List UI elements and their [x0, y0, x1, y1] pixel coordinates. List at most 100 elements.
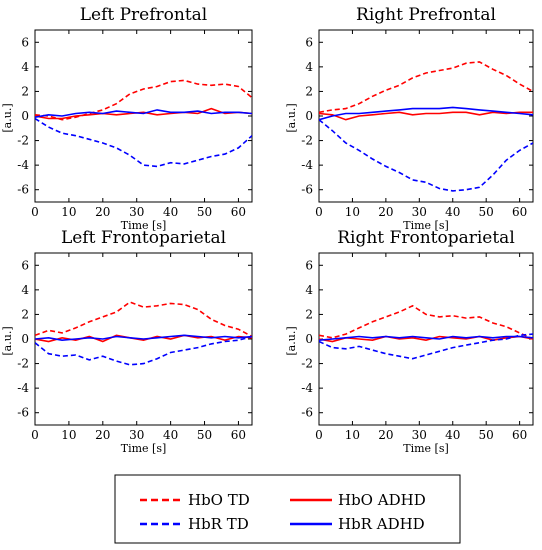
y-tick-label: 0 [305, 109, 313, 123]
x-tick-label: 60 [231, 205, 246, 219]
y-tick-label: 0 [21, 109, 29, 123]
y-axis-label: [a.u.] [285, 326, 298, 355]
y-tick-label: -4 [17, 381, 29, 395]
x-tick-label: 0 [315, 205, 323, 219]
x-tick-label: 40 [445, 205, 460, 219]
y-tick-label: -2 [301, 357, 313, 371]
x-axis-label: Time [s] [403, 442, 449, 455]
legend-entry-hbr-td: HbR TD [140, 515, 249, 533]
y-tick-label: -4 [301, 158, 313, 172]
series-line-hbr-adhd [319, 335, 533, 341]
x-tick-label: 30 [129, 205, 144, 219]
x-tick-label: 20 [378, 205, 393, 219]
y-tick-label: -4 [17, 158, 29, 172]
y-tick-label: -2 [17, 357, 29, 371]
x-tick-label: 40 [445, 428, 460, 442]
panel-left-frontoparietal: Left Frontoparietal 0 10 20 30 40 50 60 -6 -4 -2 0 2… [1, 228, 253, 455]
x-tick-label: 30 [412, 205, 427, 219]
plot-frame [34, 29, 253, 203]
y-tick-label: 4 [305, 60, 313, 74]
y-tick-label: 6 [21, 35, 29, 49]
series-line-hbo-td [319, 61, 533, 114]
y-tick-label: 6 [305, 258, 313, 272]
x-tick-label: 10 [345, 205, 360, 219]
legend-label: HbR ADHD [338, 515, 425, 533]
x-tick-label: 40 [163, 428, 178, 442]
series-line-hbr-td [35, 335, 252, 366]
series-line-hbo-adhd [319, 335, 533, 343]
legend-entry-hbo-adhd: HbO ADHD [290, 491, 426, 509]
y-tick-label: 4 [21, 60, 29, 74]
series-line-hbo-td [35, 79, 252, 121]
x-tick-label: 0 [31, 428, 39, 442]
x-tick-label: 20 [95, 205, 110, 219]
x-axis-label: Time [s] [121, 219, 167, 232]
y-tick-label: -2 [301, 134, 313, 148]
legend-label: HbO ADHD [338, 491, 426, 509]
y-tick-label: -6 [301, 183, 313, 197]
x-tick-label: 50 [479, 428, 494, 442]
y-tick-label: 6 [21, 258, 29, 272]
series-line-hbr-adhd [35, 334, 252, 342]
x-tick-label: 30 [129, 428, 144, 442]
x-tick-label: 10 [345, 428, 360, 442]
chart-title: Left Frontoparietal [61, 228, 226, 248]
legend-label: HbR TD [188, 515, 249, 533]
legend-entries: HbO TD HbO ADHD HbR TD HbR ADHD [140, 491, 426, 533]
y-axis-label: [a.u.] [1, 326, 14, 355]
y-tick-label: 2 [21, 307, 29, 321]
x-tick-label: 30 [412, 428, 427, 442]
y-tick-label: 0 [21, 332, 29, 346]
series-line-hbo-adhd [35, 107, 252, 120]
panel-right-prefrontal: Right Prefrontal 0 10 20 30 40 50 60 -6 -4 -2 0 2 4 6 T… [285, 5, 534, 232]
series-line-hbr-td [35, 117, 252, 168]
panel-left-prefrontal: Left Prefrontal 0 10 20 30 40 50 60 -6 -4 -2 0 2 4 6 Ti… [1, 5, 253, 232]
y-tick-label: 4 [305, 283, 313, 297]
x-tick-label: 60 [512, 205, 527, 219]
y-tick-label: 2 [305, 307, 313, 321]
x-tick-label: 50 [197, 428, 212, 442]
x-tick-label: 50 [197, 205, 212, 219]
series-line-hbo-td [319, 304, 533, 340]
y-tick-label: -6 [301, 406, 313, 420]
x-tick-label: 50 [479, 205, 494, 219]
legend-entry-hbr-adhd: HbR ADHD [290, 515, 425, 533]
x-tick-label: 0 [315, 428, 323, 442]
series-line-hbo-adhd [319, 111, 533, 121]
x-tick-label: 20 [95, 428, 110, 442]
series-line-hbr-adhd [319, 106, 533, 121]
series-line-hbr-adhd [35, 109, 252, 118]
y-axis-label: [a.u.] [285, 103, 298, 132]
x-tick-label: 60 [512, 428, 527, 442]
x-tick-label: 10 [61, 205, 76, 219]
y-tick-label: -2 [17, 134, 29, 148]
x-tick-label: 40 [163, 205, 178, 219]
legend-label: HbO TD [188, 491, 250, 509]
y-tick-label: -4 [301, 381, 313, 395]
y-tick-label: 6 [305, 35, 313, 49]
y-tick-label: -6 [17, 406, 29, 420]
legend-entry-hbo-td: HbO TD [140, 491, 250, 509]
x-tick-label: 0 [31, 205, 39, 219]
chart-title: Left Prefrontal [80, 5, 208, 25]
y-tick-label: -6 [17, 183, 29, 197]
x-axis-label: Time [s] [121, 442, 167, 455]
y-tick-label: 2 [21, 84, 29, 98]
legend: HbO TD HbO ADHD HbR TD HbR ADHD [114, 474, 461, 544]
series-line-hbo-td [35, 301, 252, 338]
panel-right-frontoparietal: Right Frontoparietal 0 10 20 30 40 50 60 -6 -4 -2 0… [285, 228, 534, 455]
x-tick-label: 10 [61, 428, 76, 442]
x-axis-label: Time [s] [403, 219, 449, 232]
legend-box [114, 474, 461, 544]
y-tick-label: 4 [21, 283, 29, 297]
chart-title: Right Prefrontal [356, 5, 496, 25]
series-line-hbr-td [319, 119, 533, 192]
y-tick-label: 0 [305, 332, 313, 346]
x-tick-label: 20 [378, 428, 393, 442]
y-tick-label: 2 [305, 84, 313, 98]
plot-frame [318, 29, 534, 203]
y-axis-label: [a.u.] [1, 103, 14, 132]
x-tick-label: 60 [231, 428, 246, 442]
